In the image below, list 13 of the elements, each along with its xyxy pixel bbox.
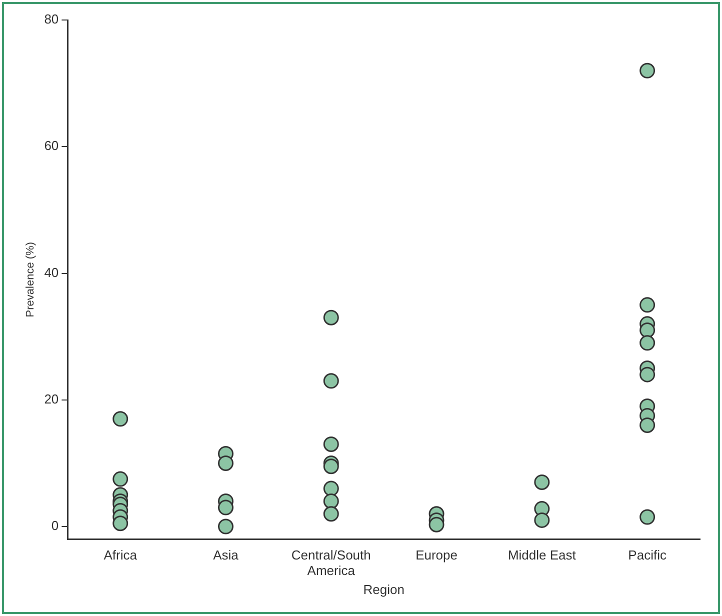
- y-tick-label: 0: [51, 518, 59, 534]
- x-tick-label: Middle East: [508, 548, 576, 563]
- x-tick-label: Asia: [213, 548, 240, 563]
- x-tick-label: Pacific: [628, 548, 667, 563]
- x-axis-title: Region: [363, 582, 404, 597]
- x-tick-label: Africa: [104, 548, 138, 563]
- y-axis-title: Prevalence (%): [24, 242, 37, 318]
- y-tick-label: 60: [44, 138, 59, 154]
- y-tick-label: 40: [44, 264, 59, 280]
- x-tick-label: Central/South America: [291, 548, 371, 578]
- y-tick-label: 80: [44, 12, 59, 27]
- x-tick-label: Europe: [416, 548, 458, 563]
- y-tick-label: 20: [44, 391, 59, 406]
